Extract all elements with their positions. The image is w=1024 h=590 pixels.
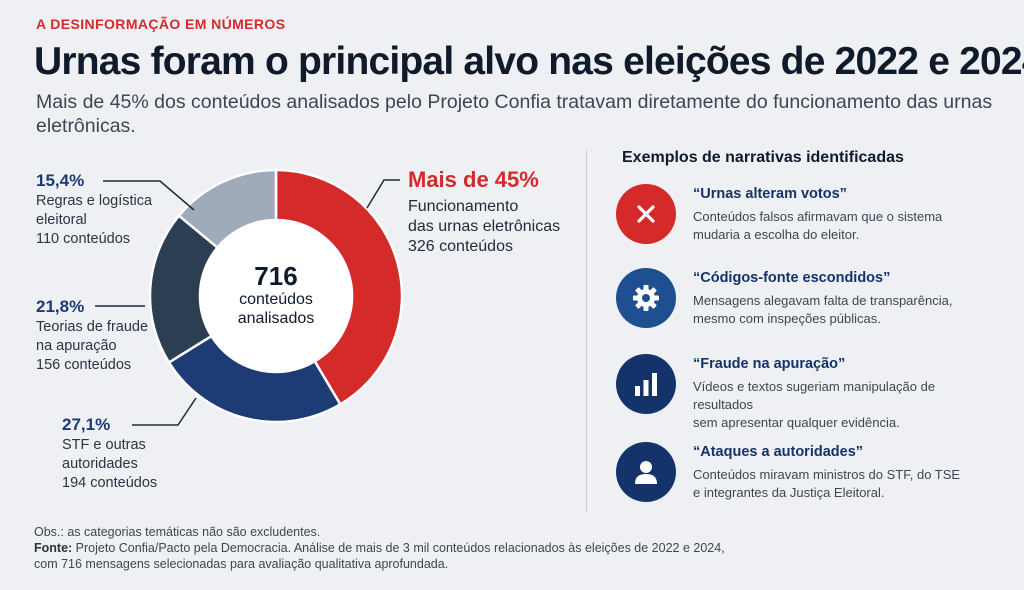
bar-chart-icon (616, 354, 676, 414)
source-note-line2: com 716 mensagens selecionadas para aval… (34, 557, 449, 571)
donut-slice-urnas (274, 168, 404, 407)
slice-label-fraude: 21,8% Teorias de fraude na apuração 156 … (36, 296, 148, 375)
slice-count-urnas: 326 conteúdos (408, 238, 513, 255)
slice-pct-fraude: 21,8% (36, 297, 85, 316)
gear-icon (616, 268, 676, 328)
footnotes: Obs.: as categorias temáticas não são ex… (34, 524, 725, 572)
slice-pct-regras: 15,4% (36, 171, 85, 190)
slice-desc-urnas-1: Funcionamento (408, 198, 519, 215)
example-title: “Urnas alteram votos” (693, 186, 847, 202)
slice-pct-urnas: Mais de 45% (408, 167, 539, 192)
example-item-fraude-apuracao: “Fraude na apuração” Vídeos e textos sug… (616, 354, 1006, 430)
example-title: “Fraude na apuração” (693, 356, 846, 372)
leader-line-regras (103, 180, 195, 211)
column-divider (586, 150, 587, 512)
slice-label-urnas: Mais de 45% Funcionamento das urnas elet… (408, 166, 560, 257)
total-label-line2: analisados (237, 310, 315, 327)
leader-line-urnas (366, 179, 400, 209)
total-label-line1: conteúdos (239, 291, 313, 308)
slice-desc-urnas-2: das urnas eletrônicas (408, 218, 561, 235)
slice-desc-stf-2: autoridades (62, 456, 138, 472)
donut-slice-regras (177, 168, 278, 250)
leader-line-stf (132, 397, 197, 426)
examples-heading: Exemplos de narrativas identificadas (622, 149, 904, 166)
obs-note: Obs.: as categorias temáticas não são ex… (34, 525, 321, 539)
slice-count-stf: 194 conteúdos (62, 475, 158, 491)
donut-center-label: 716 conteúdos analisados (196, 262, 356, 328)
slice-desc-stf-1: STF e outras (62, 437, 146, 453)
slice-count-regras: 110 conteúdos (36, 231, 131, 247)
example-item-codigos-fonte: “Códigos-fonte escondidos” Mensagens ale… (616, 268, 1006, 332)
example-description: Conteúdos miravam ministros do STF, do T… (693, 467, 961, 500)
slice-desc-fraude-1: Teorias de fraude (36, 319, 149, 335)
example-item-ataques-autoridades: “Ataques a autoridades” Conteúdos mirava… (616, 442, 1006, 506)
example-title: “Códigos-fonte escondidos” (693, 270, 891, 286)
page-title: Urnas foram o principal alvo nas eleiçõe… (34, 40, 1024, 83)
slice-count-fraude: 156 conteúdos (36, 357, 132, 373)
example-description: Conteúdos falsos afirmavam que o sistema… (693, 209, 943, 242)
slice-desc-regras-2: eleitoral (36, 212, 87, 228)
slice-desc-fraude-2: na apuração (36, 338, 117, 354)
donut-chart (148, 168, 404, 424)
example-title: “Ataques a autoridades” (693, 444, 864, 460)
slice-label-regras: 15,4% Regras e logística eleitoral 110 c… (36, 170, 152, 249)
slice-label-stf: 27,1% STF e outras autoridades 194 conte… (62, 414, 157, 493)
donut-hole (201, 221, 351, 371)
x-icon (616, 184, 676, 244)
total-number: 716 (254, 261, 298, 291)
page-subtitle: Mais de 45% dos conteúdos analisados pel… (36, 91, 993, 137)
example-item-urnas-alteram-votos: “Urnas alteram votos” Conteúdos falsos a… (616, 184, 1006, 248)
slice-pct-stf: 27,1% (62, 415, 111, 434)
slice-desc-regras-1: Regras e logística (36, 193, 153, 209)
kicker: A DESINFORMAÇÃO EM NÚMEROS (36, 16, 286, 32)
example-description: Mensagens alegavam falta de transparênci… (693, 293, 953, 326)
example-description: Vídeos e textos sugeriam manipulação de … (693, 379, 936, 430)
source-note: Fonte: Projeto Confia/Pacto pela Democra… (34, 541, 725, 555)
person-icon (616, 442, 676, 502)
